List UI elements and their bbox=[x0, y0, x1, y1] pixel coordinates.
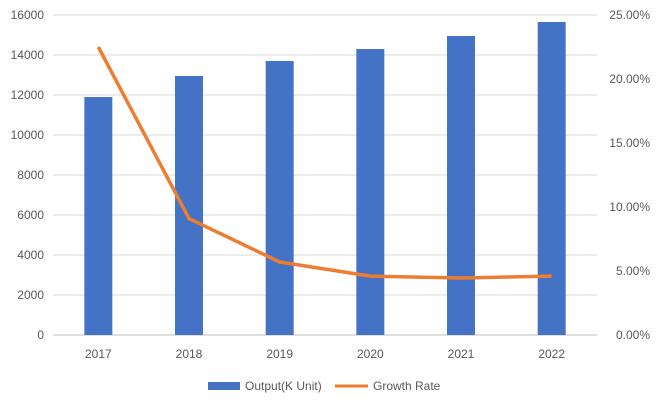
x-tick-label: 2021 bbox=[448, 347, 475, 361]
right-tick-label: 5.00% bbox=[616, 264, 650, 278]
bar bbox=[447, 36, 475, 335]
right-tick-label: 25.00% bbox=[609, 8, 650, 22]
right-tick-label: 15.00% bbox=[609, 136, 650, 150]
bar bbox=[175, 76, 203, 335]
bar bbox=[84, 97, 112, 335]
left-tick-label: 10000 bbox=[11, 128, 45, 142]
legend-label-output: Output(K Unit) bbox=[245, 379, 322, 393]
left-tick-label: 2000 bbox=[17, 288, 44, 302]
x-tick-label: 2019 bbox=[266, 347, 293, 361]
legend-swatch-output bbox=[208, 382, 240, 390]
left-tick-label: 0 bbox=[37, 328, 44, 342]
left-tick-label: 16000 bbox=[11, 8, 45, 22]
legend-label-growth: Growth Rate bbox=[373, 379, 441, 393]
right-tick-label: 20.00% bbox=[609, 72, 650, 86]
left-tick-label: 14000 bbox=[11, 48, 45, 62]
left-tick-label: 12000 bbox=[11, 88, 45, 102]
left-tick-label: 6000 bbox=[17, 208, 44, 222]
x-tick-label: 2022 bbox=[538, 347, 565, 361]
growth-rate-line bbox=[98, 47, 551, 278]
right-tick-label: 10.00% bbox=[609, 200, 650, 214]
x-tick-label: 2017 bbox=[85, 347, 112, 361]
bar bbox=[266, 61, 294, 335]
right-tick-label: 0.00% bbox=[616, 328, 650, 342]
x-tick-label: 2020 bbox=[357, 347, 384, 361]
left-tick-label: 4000 bbox=[17, 248, 44, 262]
bar bbox=[538, 22, 566, 335]
left-tick-label: 8000 bbox=[17, 168, 44, 182]
x-tick-label: 2018 bbox=[176, 347, 203, 361]
bar bbox=[356, 49, 384, 335]
